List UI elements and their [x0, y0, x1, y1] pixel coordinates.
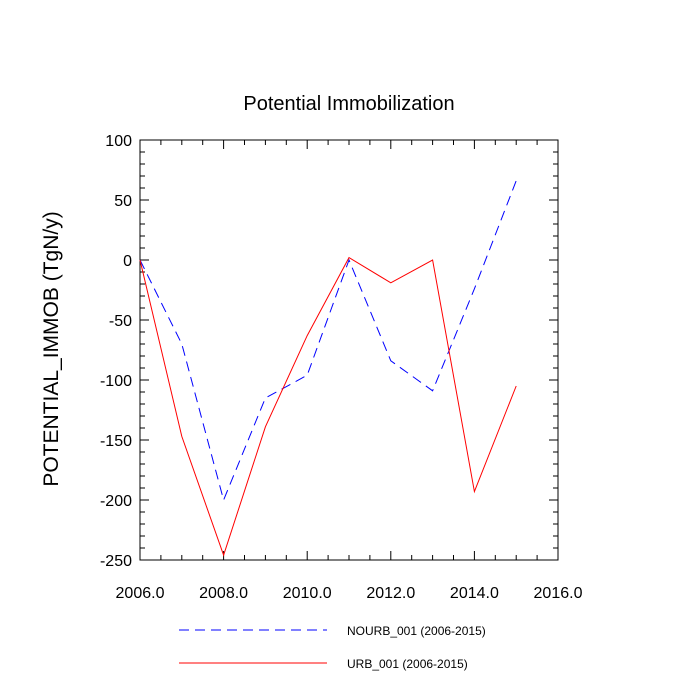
y-tick-label: 50 — [114, 193, 132, 210]
y-tick-label: -50 — [109, 313, 132, 330]
series-line-1 — [139, 180, 517, 502]
series-line-2 — [139, 256, 517, 557]
y-tick-label: -250 — [100, 553, 132, 570]
y-tick-label: -150 — [100, 433, 132, 450]
y-tick-label: 0 — [123, 253, 132, 270]
y-axis-label: POTENTIAL_IMMOB (TgN/y) — [40, 211, 63, 486]
legend-label-2: URB_001 (2006-2015) — [347, 657, 468, 671]
tick-labels: 100 50 0 -50 -100 -150 -200 -250 2006.0 2008.0 201… — [100, 133, 583, 602]
axis-ticks — [139, 139, 559, 561]
legend: NOURB_001 (2006-2015) URB_001 (2006-2015) — [179, 624, 486, 671]
y-tick-label: -100 — [100, 373, 132, 390]
x-tick-label: 2014.0 — [450, 585, 499, 602]
legend-label-1: NOURB_001 (2006-2015) — [347, 624, 486, 638]
x-tick-label: 2008.0 — [199, 585, 248, 602]
series-lines — [139, 180, 517, 557]
x-tick-label: 2010.0 — [283, 585, 332, 602]
y-tick-label: 100 — [105, 133, 132, 150]
x-tick-label: 2012.0 — [366, 585, 415, 602]
x-tick-label: 2006.0 — [116, 585, 165, 602]
chart-title: Potential Immobilization — [243, 93, 454, 115]
y-tick-label: -200 — [100, 493, 132, 510]
x-tick-label: 2016.0 — [534, 585, 583, 602]
